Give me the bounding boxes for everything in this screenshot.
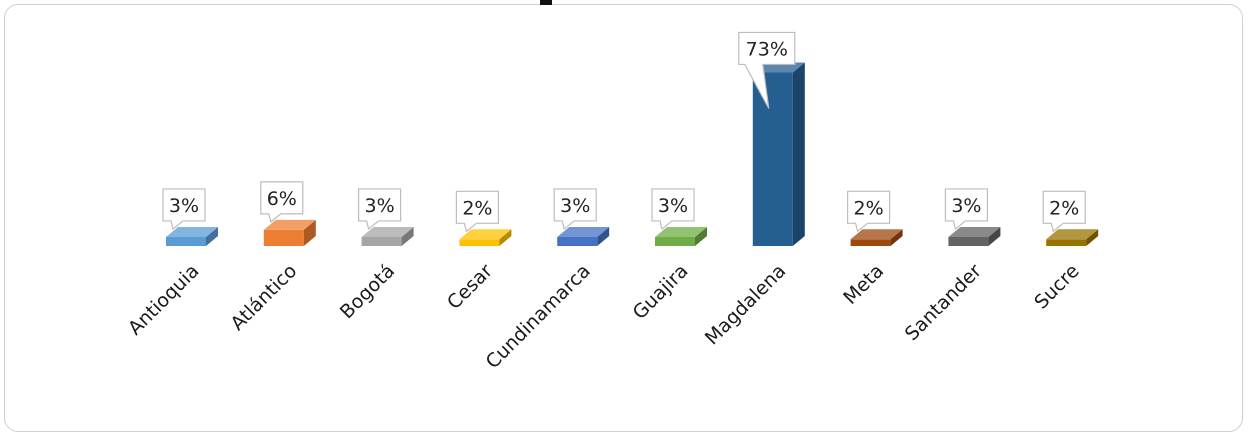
- data-label-box: [455, 190, 499, 233]
- data-label-santander: 3%: [944, 188, 989, 231]
- data-label-text: 3%: [951, 195, 981, 217]
- bar-santander: [948, 226, 1001, 246]
- title-fragment: [540, 0, 552, 5]
- bars-layer: [166, 62, 1099, 247]
- data-label-text: 6%: [267, 188, 297, 210]
- chart-frame: [4, 4, 1243, 432]
- bar-cesar: [459, 229, 512, 246]
- bar-cundinamarca: [557, 226, 610, 246]
- data-labels-layer: 3% 6% 3% 2% 3% 3% 73% 2% 3% 2%: [162, 31, 1086, 233]
- category-label-guajira: Guajira: [629, 260, 693, 324]
- bar-front: [655, 236, 695, 246]
- data-label-meta: 2%: [846, 190, 891, 233]
- category-labels-layer: Antioquia Atlántico Bogotá CesarCundinamarc…: [124, 260, 1084, 373]
- bar-side: [206, 226, 218, 246]
- data-label-box: [260, 181, 304, 223]
- category-label-atlantico: Atlántico: [226, 260, 301, 335]
- bar-sucre: [1046, 229, 1099, 246]
- data-label-box: [162, 188, 206, 231]
- bar-front: [752, 72, 793, 246]
- bar-side: [1086, 229, 1099, 246]
- bar-top: [361, 226, 414, 237]
- category-label-magdalena: Magdalena: [701, 260, 790, 349]
- data-label-box: [358, 188, 402, 231]
- category-label-antioquia: Antioquia: [124, 260, 203, 339]
- bar-atlantico: [263, 219, 316, 246]
- data-label-magdalena: 73%: [738, 31, 796, 109]
- data-label-guajira: 3%: [651, 188, 695, 231]
- bar-front: [361, 236, 402, 246]
- bar-side: [303, 219, 316, 246]
- bar-top: [557, 226, 610, 237]
- bar-top: [850, 229, 903, 240]
- category-label-bogota: Bogotá: [336, 260, 399, 323]
- data-label-text: 3%: [365, 195, 395, 217]
- data-label-box: [651, 188, 695, 231]
- data-label-text: 3%: [658, 195, 688, 217]
- data-label-antioquia: 3%: [162, 188, 206, 231]
- bar-top: [263, 219, 316, 230]
- bar-front: [557, 236, 598, 246]
- bar-bogota: [361, 226, 414, 246]
- data-label-box: [1042, 190, 1086, 233]
- data-label-box: [944, 188, 989, 231]
- bar-top: [1046, 229, 1099, 240]
- data-label-text: 3%: [169, 195, 199, 217]
- bar-guajira: [655, 226, 707, 246]
- data-label-text: 2%: [1049, 197, 1079, 219]
- bar-side: [695, 226, 707, 246]
- data-label-text: 73%: [746, 38, 788, 60]
- bar-meta: [850, 229, 903, 246]
- data-label-text: 2%: [854, 197, 884, 219]
- category-label-sucre: Sucre: [1030, 260, 1083, 313]
- data-label-atlantico: 6%: [260, 181, 304, 223]
- bar-top: [166, 226, 218, 237]
- bar-side: [499, 229, 512, 246]
- bar-top: [948, 226, 1001, 237]
- category-label-santander: Santander: [901, 260, 986, 345]
- category-label-cesar: Cesar: [443, 260, 497, 314]
- data-label-box: [738, 31, 796, 109]
- data-label-cesar: 2%: [455, 190, 499, 233]
- bar-front: [263, 229, 304, 246]
- category-label-meta: Meta: [839, 260, 888, 309]
- data-label-box: [553, 188, 597, 231]
- bar-side: [988, 226, 1001, 246]
- bar-front: [850, 239, 891, 246]
- bar-side: [401, 226, 414, 246]
- data-label-bogota: 3%: [358, 188, 402, 231]
- bar-front: [948, 236, 989, 246]
- bar-front: [1046, 239, 1087, 246]
- category-label-cundinamarca: Cundinamarca: [482, 260, 595, 373]
- data-label-sucre: 2%: [1042, 190, 1086, 233]
- data-label-box: [846, 190, 891, 233]
- data-label-text: 3%: [560, 195, 590, 217]
- bar-front: [166, 236, 206, 246]
- bar-antioquia: [166, 226, 218, 246]
- bar-side: [890, 229, 903, 246]
- bar-side: [792, 62, 805, 247]
- bar-side: [597, 226, 610, 246]
- data-label-cundinamarca: 3%: [553, 188, 597, 231]
- bar-top: [459, 229, 512, 240]
- bar-front: [459, 239, 500, 246]
- bar-top: [655, 226, 707, 237]
- data-label-text: 2%: [462, 197, 492, 219]
